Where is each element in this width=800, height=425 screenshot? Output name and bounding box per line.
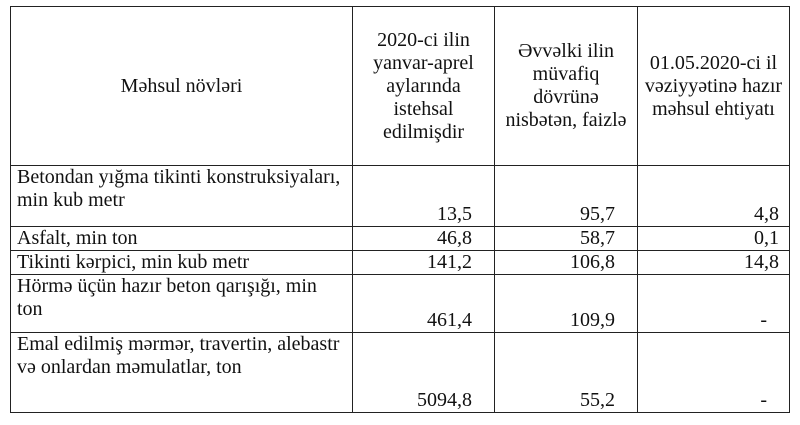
percent-value: 109,9 bbox=[494, 274, 638, 333]
header-percent: Əvvəlki ilin müvafiq dövrünə nisbətən, f… bbox=[494, 6, 638, 166]
percent-value: 106,8 bbox=[494, 250, 638, 275]
product-name: Betondan yığma tikinti konstruksiyaları,… bbox=[10, 165, 353, 227]
percent-value: 58,7 bbox=[494, 226, 638, 251]
produced-value: 5094,8 bbox=[352, 332, 495, 413]
table-row: Betondan yığma tikinti konstruksiyaları,… bbox=[10, 165, 790, 227]
percent-value: 55,2 bbox=[494, 332, 638, 413]
table-row: Asfalt, min ton 46,8 58,7 0,1 bbox=[10, 226, 790, 251]
header-row: Məhsul növləri 2020-ci ilin yanvar-aprel… bbox=[10, 6, 790, 166]
header-produced: 2020-ci ilin yanvar-aprel aylarında iste… bbox=[352, 6, 495, 166]
table-row: Tikinti kərpici, min kub metr 141,2 106,… bbox=[10, 250, 790, 275]
stock-value: - bbox=[637, 332, 790, 413]
header-stock: 01.05.2020-ci il vəziyyətinə hazır məhsu… bbox=[637, 6, 790, 166]
produced-value: 13,5 bbox=[352, 165, 495, 227]
table-row: Emal edilmiş mərmər, travertin, alebastr… bbox=[10, 332, 790, 413]
table-row: Hörmə üçün hazır beton qarışığı, min ton… bbox=[10, 274, 790, 333]
product-name: Asfalt, min ton bbox=[10, 226, 353, 251]
produced-value: 461,4 bbox=[352, 274, 495, 333]
produced-value: 141,2 bbox=[352, 250, 495, 275]
product-table: Məhsul növləri 2020-ci ilin yanvar-aprel… bbox=[10, 6, 790, 413]
product-name: Emal edilmiş mərmər, travertin, alebastr… bbox=[10, 332, 353, 413]
stock-value: 4,8 bbox=[637, 165, 790, 227]
product-name: Tikinti kərpici, min kub metr bbox=[10, 250, 353, 275]
stock-value: - bbox=[637, 274, 790, 333]
produced-value: 46,8 bbox=[352, 226, 495, 251]
stock-value: 0,1 bbox=[637, 226, 790, 251]
stock-value: 14,8 bbox=[637, 250, 790, 275]
header-product-types: Məhsul növləri bbox=[10, 6, 353, 166]
percent-value: 95,7 bbox=[494, 165, 638, 227]
product-name: Hörmə üçün hazır beton qarışığı, min ton bbox=[10, 274, 353, 333]
